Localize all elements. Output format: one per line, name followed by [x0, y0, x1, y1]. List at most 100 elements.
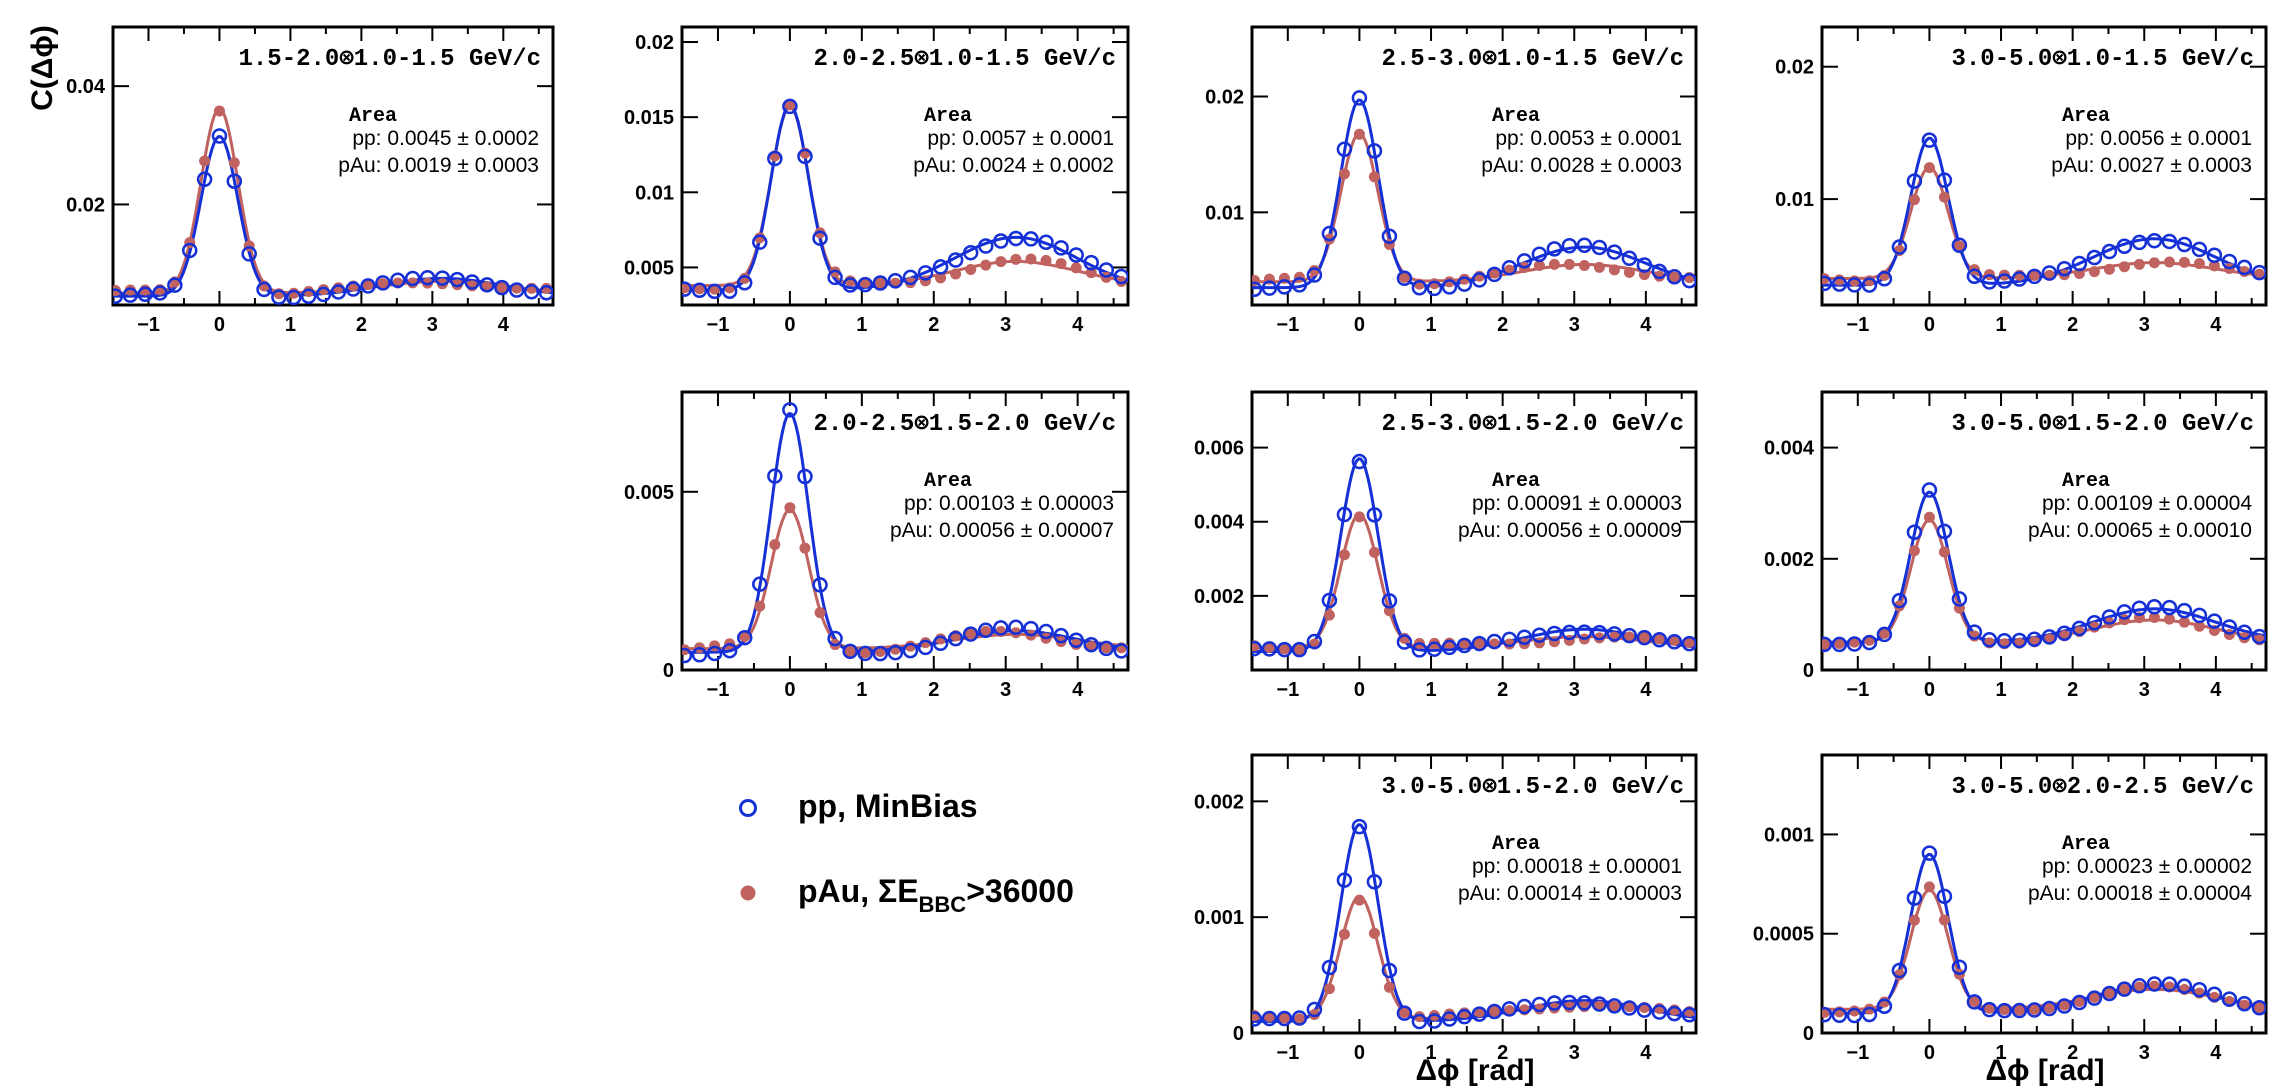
pau-data-point	[1923, 881, 1935, 893]
plot-area	[1252, 818, 1696, 1030]
plot-area	[682, 402, 1128, 664]
pp-data-point	[1906, 173, 1923, 189]
pau-data-point	[1593, 632, 1605, 644]
pau-data-point	[2103, 987, 2115, 999]
y-tick-label: 0.006	[1194, 438, 1244, 460]
x-tick-label: 3	[2139, 1042, 2150, 1064]
legend-pp-marker	[739, 799, 757, 817]
pp-data-point	[1351, 453, 1368, 470]
pp-data-point	[978, 622, 994, 639]
y-tick-label: 0.01	[635, 182, 674, 204]
pp-area-value: pp: 0.00018 ± 0.00001	[1472, 855, 1682, 878]
pau-data-point	[1638, 632, 1650, 644]
pau-data-point	[1413, 1011, 1425, 1023]
pp-data-point	[1083, 254, 1099, 271]
pau-data-point	[1668, 271, 1680, 283]
pp-data-point	[1501, 260, 1518, 276]
pp-data-point	[872, 645, 889, 662]
x-tick-label: 3	[2139, 314, 2150, 336]
pp-data-point	[1306, 633, 1323, 650]
pau-data-point	[1263, 641, 1275, 653]
panel-6: −1 0 1 2 3 4 0.002 0.004 0.006 2.5-3.0⊗1.5-2.0 Ge…	[1194, 390, 1698, 701]
y-tick-label: 0.02	[1775, 57, 1814, 79]
plot-frame	[1820, 390, 2268, 672]
pau-data-point	[1833, 637, 1845, 649]
x-tick-label: −1	[707, 314, 730, 336]
pp-data-point	[181, 242, 198, 259]
pp-data-point	[1291, 641, 1308, 658]
pp-data-point	[1651, 1004, 1668, 1020]
pp-data-point	[2131, 978, 2148, 994]
pp-data-point	[1981, 274, 1998, 290]
plot-area	[682, 98, 1128, 300]
pau-data-point	[1653, 270, 1665, 282]
pp-data-point	[2146, 976, 2163, 992]
legend-pau-suffix: >36000	[966, 873, 1074, 909]
pp-area-value: pp: 0.0057 ± 0.0001	[927, 127, 1114, 150]
pau-data-point	[754, 600, 766, 612]
pp-data-point	[1426, 641, 1443, 657]
pp-data-point	[1471, 272, 1488, 288]
pau-data-point	[1938, 191, 1950, 203]
pp-data-point	[1861, 1006, 1878, 1023]
pp-data-point	[360, 278, 376, 294]
pp-data-point	[226, 173, 243, 189]
pp-data-point	[1876, 626, 1893, 643]
pp-data-point	[1381, 593, 1398, 609]
panel-3: −1 0 1 2 3 4 0.01 0.02 2.5-3.0⊗1.0-1.5 GeV/c Area…	[1205, 25, 1698, 336]
pp-data-point	[1861, 634, 1878, 651]
pp-data-point	[782, 402, 798, 418]
plot-frame	[1250, 25, 1698, 307]
pau-data-point	[1293, 1013, 1305, 1025]
pau-data-point	[1503, 638, 1515, 650]
pp-data-point	[404, 270, 421, 287]
pau-data-point	[784, 99, 796, 111]
pp-data-point	[1321, 225, 1338, 242]
pau-area-value: pAu: 0.00014 ± 0.00003	[1458, 882, 1682, 905]
pp-data-point	[1252, 1011, 1263, 1027]
pp-data-point	[842, 643, 858, 660]
pp-data-point	[241, 246, 257, 262]
legend-pau-prefix: pAu, ΣE	[798, 873, 919, 909]
pau-data-point	[2073, 996, 2085, 1008]
pp-data-point	[1516, 629, 1533, 645]
pau-data-point	[1563, 258, 1575, 270]
pp-data-point	[706, 645, 723, 662]
pau-data-point	[950, 268, 962, 280]
pau-data-point	[1278, 643, 1290, 655]
pp-data-point	[1666, 269, 1683, 285]
pau-data-point	[1608, 264, 1620, 276]
pp-data-point	[2086, 615, 2103, 631]
x-tick-label: 2	[928, 679, 939, 701]
pp-data-point	[2026, 631, 2043, 647]
x-tick-label: 0	[1924, 1042, 1935, 1064]
y-tick-label: 0.01	[1205, 202, 1244, 224]
panel-title: 3.0-5.0⊗2.0-2.5 GeV/c	[1952, 774, 2255, 801]
pp-data-point	[1831, 276, 1848, 292]
area-header: Area	[2062, 105, 2110, 128]
pp-area-value: pp: 0.0056 ± 0.0001	[2065, 127, 2252, 150]
pp-data-point	[902, 642, 919, 659]
plot-frame	[1820, 753, 2268, 1035]
pp-data-point	[857, 276, 873, 293]
y-tick-label: 0	[1233, 1023, 1244, 1045]
pau-data-point	[814, 607, 826, 619]
pp-data-point	[390, 272, 406, 289]
pp-data-point	[1846, 1007, 1863, 1024]
x-tick-label: 3	[2139, 679, 2150, 701]
pp-data-point	[2131, 600, 2148, 617]
x-tick-label: 3	[1000, 679, 1011, 701]
x-tick-label: 2	[1497, 314, 1508, 336]
pp-data-point	[1621, 627, 1638, 644]
pp-data-point	[2071, 255, 2088, 272]
pp-data-point	[1876, 998, 1893, 1014]
pau-data-point	[1563, 1001, 1575, 1013]
pp-data-point	[2026, 1002, 2043, 1018]
pau-data-point	[1822, 638, 1830, 650]
pau-data-point	[799, 542, 811, 554]
pp-data-point	[917, 265, 934, 281]
pau-area-value: pAu: 0.00056 ± 0.00009	[1458, 519, 1682, 542]
pp-data-point	[523, 283, 540, 300]
pau-data-point	[1623, 631, 1635, 643]
pp-data-point	[947, 630, 964, 647]
